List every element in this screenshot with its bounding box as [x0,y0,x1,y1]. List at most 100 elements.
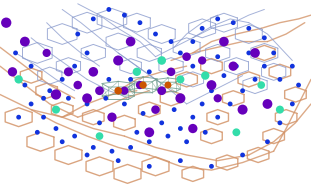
Point [75,84,80,87]
Point [203,131,208,134]
Point [215,55,220,58]
Point [72,65,77,68]
Point [91,70,96,73]
Point [147,70,152,73]
Point [231,21,236,24]
Point [184,55,189,58]
Point [128,146,133,149]
Point [75,33,80,36]
Point [147,165,152,168]
Point [203,74,208,77]
Point [277,108,282,111]
Point [240,108,245,111]
Point [16,116,21,119]
Point [215,97,220,100]
Point [22,84,27,87]
Point [147,140,152,143]
Point [29,102,34,105]
Point [41,97,46,100]
Point [122,89,127,92]
Point [97,135,102,138]
Point [178,51,183,54]
Point [290,102,295,105]
Point [106,8,111,11]
Point [240,153,245,156]
Point [178,127,183,130]
Point [60,140,65,143]
Point [109,116,114,119]
Point [200,102,205,105]
Point [91,146,96,149]
Point [128,40,133,43]
Point [116,59,121,62]
Point [234,65,239,68]
Point [72,135,77,138]
Point [47,89,52,92]
Point [209,165,214,168]
Point [215,116,220,119]
Point [277,121,282,124]
Point [53,127,58,130]
Point [178,97,183,100]
Point [159,59,164,62]
Point [262,36,267,39]
Point [169,40,174,43]
Point [190,116,195,119]
Point [178,78,183,81]
Point [66,97,71,100]
Point [253,51,258,54]
Point [134,131,139,134]
Point [172,108,177,111]
Point [265,140,270,143]
Point [16,78,21,81]
Point [190,40,195,43]
Point [97,121,102,124]
Point [13,51,18,54]
Point [85,102,90,105]
Point [128,78,133,81]
Point [228,102,233,105]
Point [116,159,121,162]
Point [153,33,158,36]
Point [60,78,65,81]
Point [240,89,245,92]
Point [200,27,205,30]
Point [103,97,108,100]
Point [290,65,295,68]
Point [106,78,111,81]
Point [184,140,189,143]
Point [122,102,127,105]
Point [122,14,127,17]
Point [265,102,270,105]
Point [97,89,102,92]
Point [53,108,58,111]
Point [22,40,27,43]
Point [259,84,264,87]
Point [277,78,282,81]
Point [200,59,205,62]
Point [141,84,146,87]
Point [44,51,49,54]
Point [262,65,267,68]
Point [221,74,226,77]
Point [159,89,164,92]
Point [165,135,170,138]
Point [10,70,15,73]
Point [153,108,158,111]
Point [137,21,142,24]
Point [53,93,58,96]
Point [209,84,214,87]
Point [296,84,301,87]
Point [85,97,90,100]
Point [246,51,251,54]
Point [178,159,183,162]
Point [159,121,164,124]
Point [66,70,71,73]
Point [209,89,214,92]
Point [271,51,276,54]
Point [4,21,9,24]
Point [234,131,239,134]
Point [91,17,96,20]
Point [190,127,195,130]
Point [221,40,226,43]
